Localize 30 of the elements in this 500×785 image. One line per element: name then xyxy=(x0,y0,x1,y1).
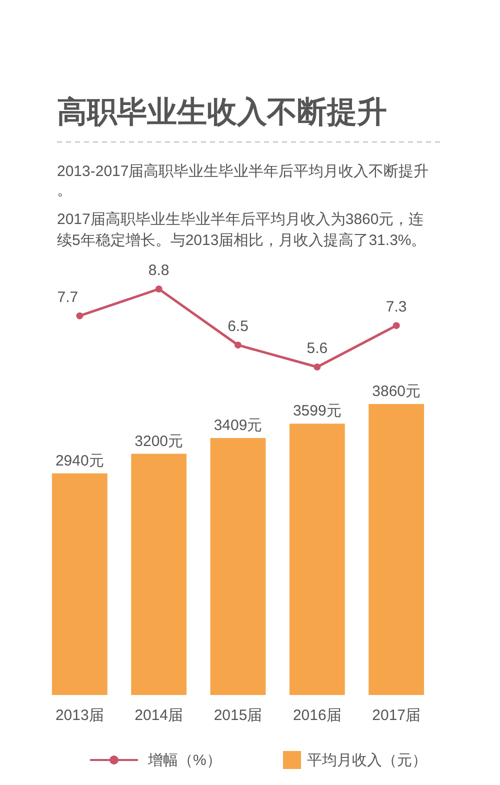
x-tick-label: 2016届 xyxy=(292,707,342,724)
point xyxy=(155,286,162,292)
legend-label: 平均月收入（元） xyxy=(307,752,427,769)
x-tick-label: 2013届 xyxy=(55,707,104,724)
bar xyxy=(289,424,345,695)
data-label: 3409元 xyxy=(214,417,262,434)
point xyxy=(314,364,321,370)
data-label: 2940元 xyxy=(55,452,104,470)
data-label: 7.3 xyxy=(386,298,407,316)
bar xyxy=(52,473,108,695)
data-label: 3200元 xyxy=(134,432,184,450)
legend-label: 增幅（%） xyxy=(147,752,222,769)
data-label: 3599元 xyxy=(292,402,342,420)
data-label: 8.8 xyxy=(148,262,170,279)
bar xyxy=(210,438,266,695)
chart-title: 高职毕业生收入不断提升 xyxy=(57,95,387,129)
point xyxy=(392,322,400,330)
data-label: 5.6 xyxy=(306,340,328,357)
point xyxy=(234,342,242,349)
bar xyxy=(368,404,424,695)
x-tick-label: 2014届 xyxy=(134,707,184,724)
data-label: 6.5 xyxy=(228,318,248,336)
text: 2017届高职毕业生毕业半年后平均月收入为3860元，连续5年稳定增长。与2013届相比，月收入提高了31.3%。 xyxy=(57,211,426,249)
chart-subtitle: 2013-2017届高职毕业生毕业半年后平均月收入不断提升。 xyxy=(57,163,429,199)
x-tick-label: 2015届 xyxy=(214,707,262,724)
data-label: 7.7 xyxy=(57,288,78,306)
bar xyxy=(131,454,187,695)
point xyxy=(76,312,84,320)
x-tick-label: 2017届 xyxy=(372,707,421,724)
data-label: 3860元 xyxy=(372,383,421,400)
